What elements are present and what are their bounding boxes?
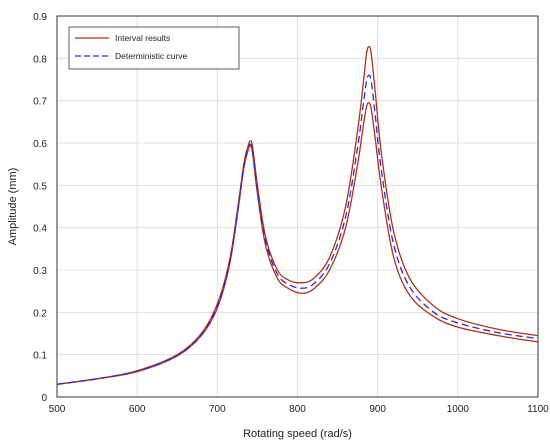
series-line-upper-bound [56,45,539,385]
y-tick-label: 0.3 [33,266,47,277]
legend-label-deterministic-curve: Deterministic curve [115,51,188,61]
legend: Interval results Deterministic curve [68,26,240,70]
x-tick-label: 700 [209,404,226,415]
legend-box [68,26,240,70]
plot-frame [56,15,539,398]
series-line-deterministic [56,74,539,385]
x-tick-label: 900 [369,404,386,415]
x-tick-label: 1000 [447,404,470,415]
x-tick-label: 500 [49,404,66,415]
y-tick-label: 0.5 [33,181,47,192]
y-tick-label: 0.6 [33,139,47,150]
x-tick-label: 800 [289,404,306,415]
y-tick-label: 0.9 [33,12,47,23]
x-tick-label: 1100 [527,404,549,415]
y-tick-label: 0.8 [33,54,47,65]
y-tick-label: 0.7 [33,97,47,108]
series-layer [56,45,539,385]
y-tick-label: 0.1 [33,351,47,362]
tick-labels: 500 600 700 800 900 1000 1100 0 0.1 0.2 0.3 0.4 0.5 0… [33,12,549,415]
series-line-lower-bound [56,102,539,385]
legend-label-interval-results: Interval results [115,33,170,43]
x-tick-label: 600 [129,404,146,415]
y-tick-label: 0.4 [33,224,47,235]
y-tick-label: 0 [41,393,47,404]
y-axis-title: Amplitude (mm) [7,168,19,246]
y-tick-label: 0.2 [33,308,47,319]
x-axis-title: Rotating speed (rad/s) [243,428,352,440]
